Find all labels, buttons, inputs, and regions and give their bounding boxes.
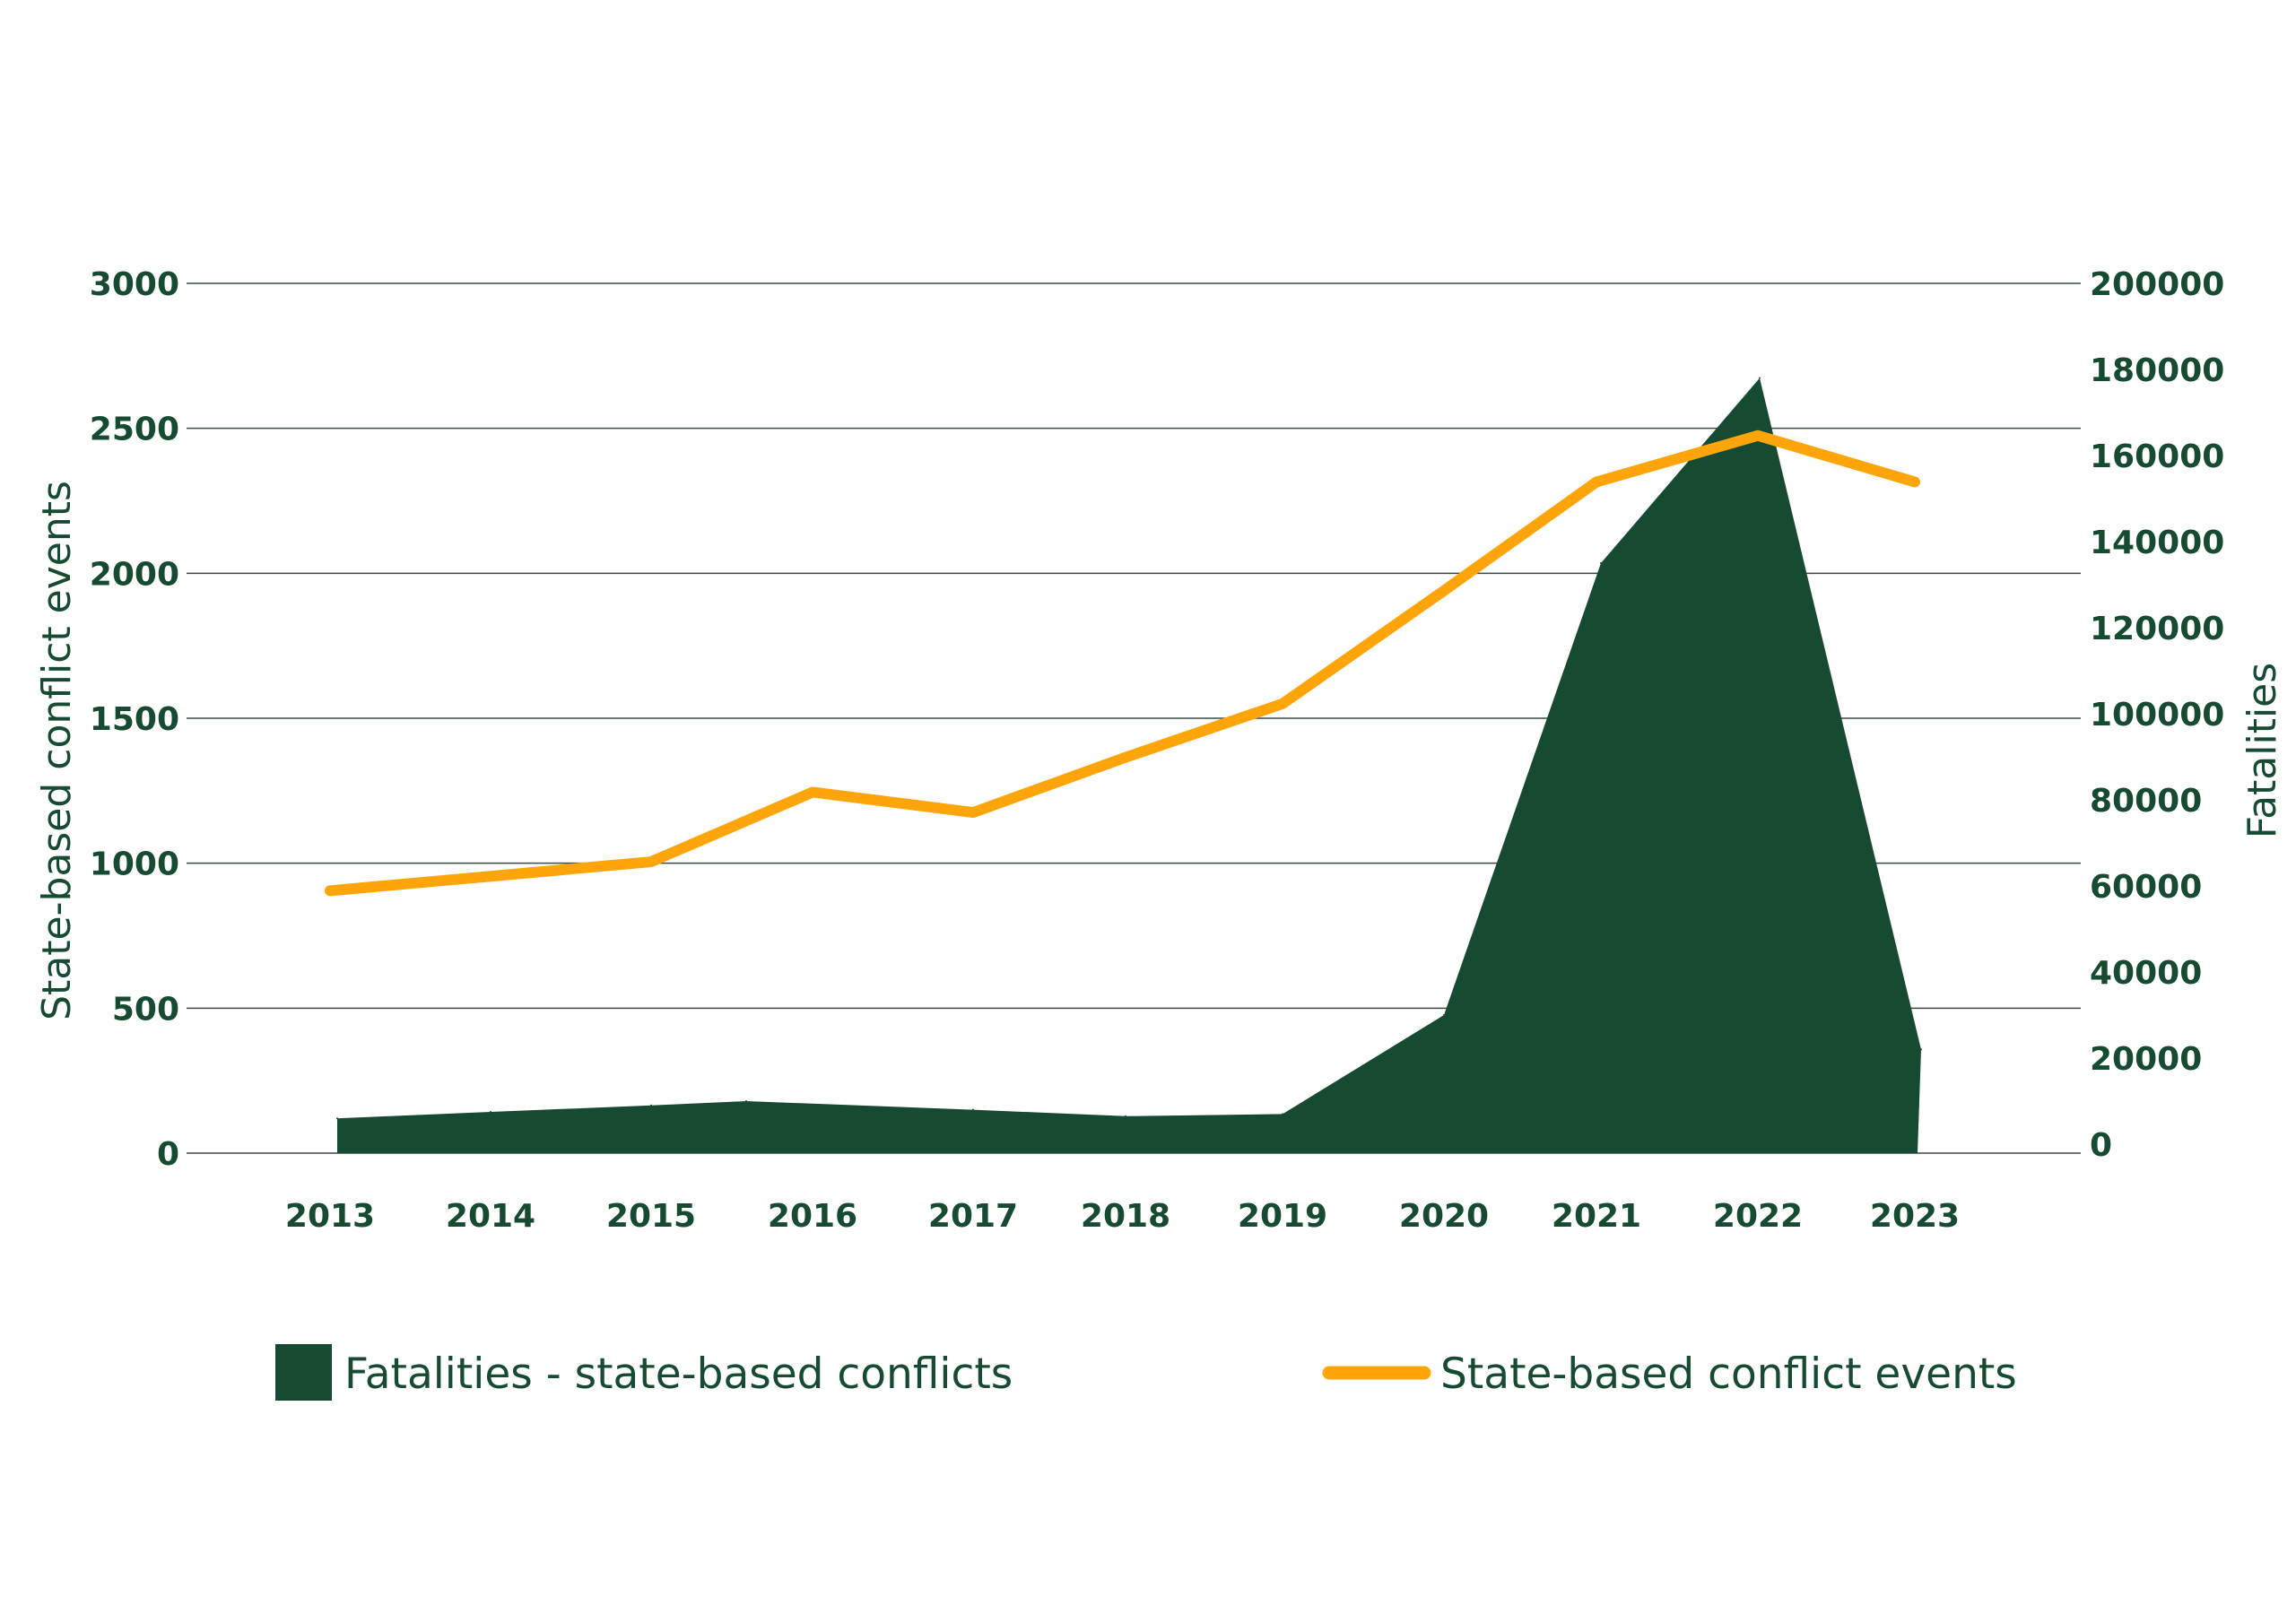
events-point-2017 — [970, 810, 976, 816]
events-point-2016 — [810, 789, 815, 795]
legend-label-events: State-based conflict events — [1440, 1350, 2017, 1399]
fatalities-area-series — [336, 377, 1922, 1154]
legend-swatch-fatalities — [275, 1344, 332, 1401]
fatalities-point-2015 — [650, 1104, 652, 1107]
right-tick-label: 140000 — [2090, 525, 2224, 561]
right-tick-label: 100000 — [2090, 697, 2224, 733]
events-point-2014 — [488, 873, 493, 880]
events-point-2021 — [1594, 479, 1599, 485]
right-axis-ticks: 0 20000 40000 60000 80000 100000 120000 140000 1… — [2090, 266, 2224, 1164]
left-axis-title: State-based conflict events — [34, 481, 80, 1020]
fatalities-point-2023 — [1920, 1048, 1922, 1051]
events-point-2015 — [648, 859, 654, 865]
right-tick-label: 0 — [2090, 1127, 2112, 1164]
right-tick-label: 80000 — [2090, 783, 2202, 820]
events-line-series — [325, 430, 1920, 897]
events-point-2013 — [327, 888, 333, 894]
fatalities-point-2019 — [1282, 1113, 1283, 1115]
fatalities-area — [337, 378, 1921, 1154]
right-tick-label: 200000 — [2090, 266, 2224, 303]
fatalities-point-2016 — [745, 1100, 747, 1102]
fatalities-point-2022 — [1759, 377, 1761, 379]
left-tick-label: 0 — [157, 1136, 179, 1173]
x-tick-label: 2019 — [1238, 1198, 1327, 1235]
x-tick-label: 2017 — [928, 1198, 1018, 1235]
legend: Fatalities - state-based conflicts State… — [275, 1344, 2017, 1401]
gridlines — [187, 282, 2081, 1154]
x-tick-label: 2014 — [446, 1198, 535, 1235]
left-tick-label: 1000 — [90, 846, 179, 883]
fatalities-point-2013 — [336, 1117, 338, 1120]
left-tick-label: 2500 — [90, 412, 179, 448]
right-axis-title: Fatalities — [2239, 663, 2285, 838]
x-tick-label: 2013 — [285, 1198, 375, 1235]
right-tick-label: 180000 — [2090, 352, 2224, 389]
x-tick-label: 2016 — [768, 1198, 857, 1235]
fatalities-point-2020 — [1443, 1014, 1445, 1016]
fatalities-point-2021 — [1600, 562, 1602, 564]
x-tick-label: 2022 — [1713, 1198, 1803, 1235]
events-point-2019 — [1280, 700, 1285, 707]
right-tick-label: 20000 — [2090, 1041, 2202, 1078]
x-tick-label: 2018 — [1081, 1198, 1170, 1235]
left-axis-ticks: 0 500 1000 1500 2000 2500 3000 — [90, 266, 179, 1173]
left-tick-label: 1500 — [90, 701, 179, 738]
events-point-2020 — [1441, 587, 1447, 594]
left-tick-label: 500 — [112, 991, 179, 1028]
fatalities-point-2017 — [972, 1108, 974, 1111]
right-tick-label: 120000 — [2090, 611, 2224, 647]
fatalities-point-2014 — [490, 1111, 491, 1113]
legend-label-fatalities: Fatalities - state-based conflicts — [344, 1350, 1013, 1399]
fatalities-point-2018 — [1125, 1115, 1126, 1117]
events-point-2023 — [1912, 479, 1918, 485]
right-tick-label: 60000 — [2090, 869, 2202, 906]
events-point-2018 — [1123, 754, 1128, 760]
left-tick-label: 2000 — [90, 556, 179, 593]
x-tick-label: 2023 — [1870, 1198, 1960, 1235]
events-point-2022 — [1755, 432, 1761, 438]
x-tick-label: 2021 — [1552, 1198, 1641, 1235]
x-axis-ticks: 2013 2014 2015 2016 2017 2018 2019 2020 2021 2022… — [285, 1198, 1960, 1235]
x-tick-label: 2020 — [1399, 1198, 1489, 1235]
left-tick-label: 3000 — [90, 266, 179, 303]
x-tick-label: 2015 — [606, 1198, 696, 1235]
right-tick-label: 160000 — [2090, 438, 2224, 475]
right-tick-label: 40000 — [2090, 955, 2202, 992]
